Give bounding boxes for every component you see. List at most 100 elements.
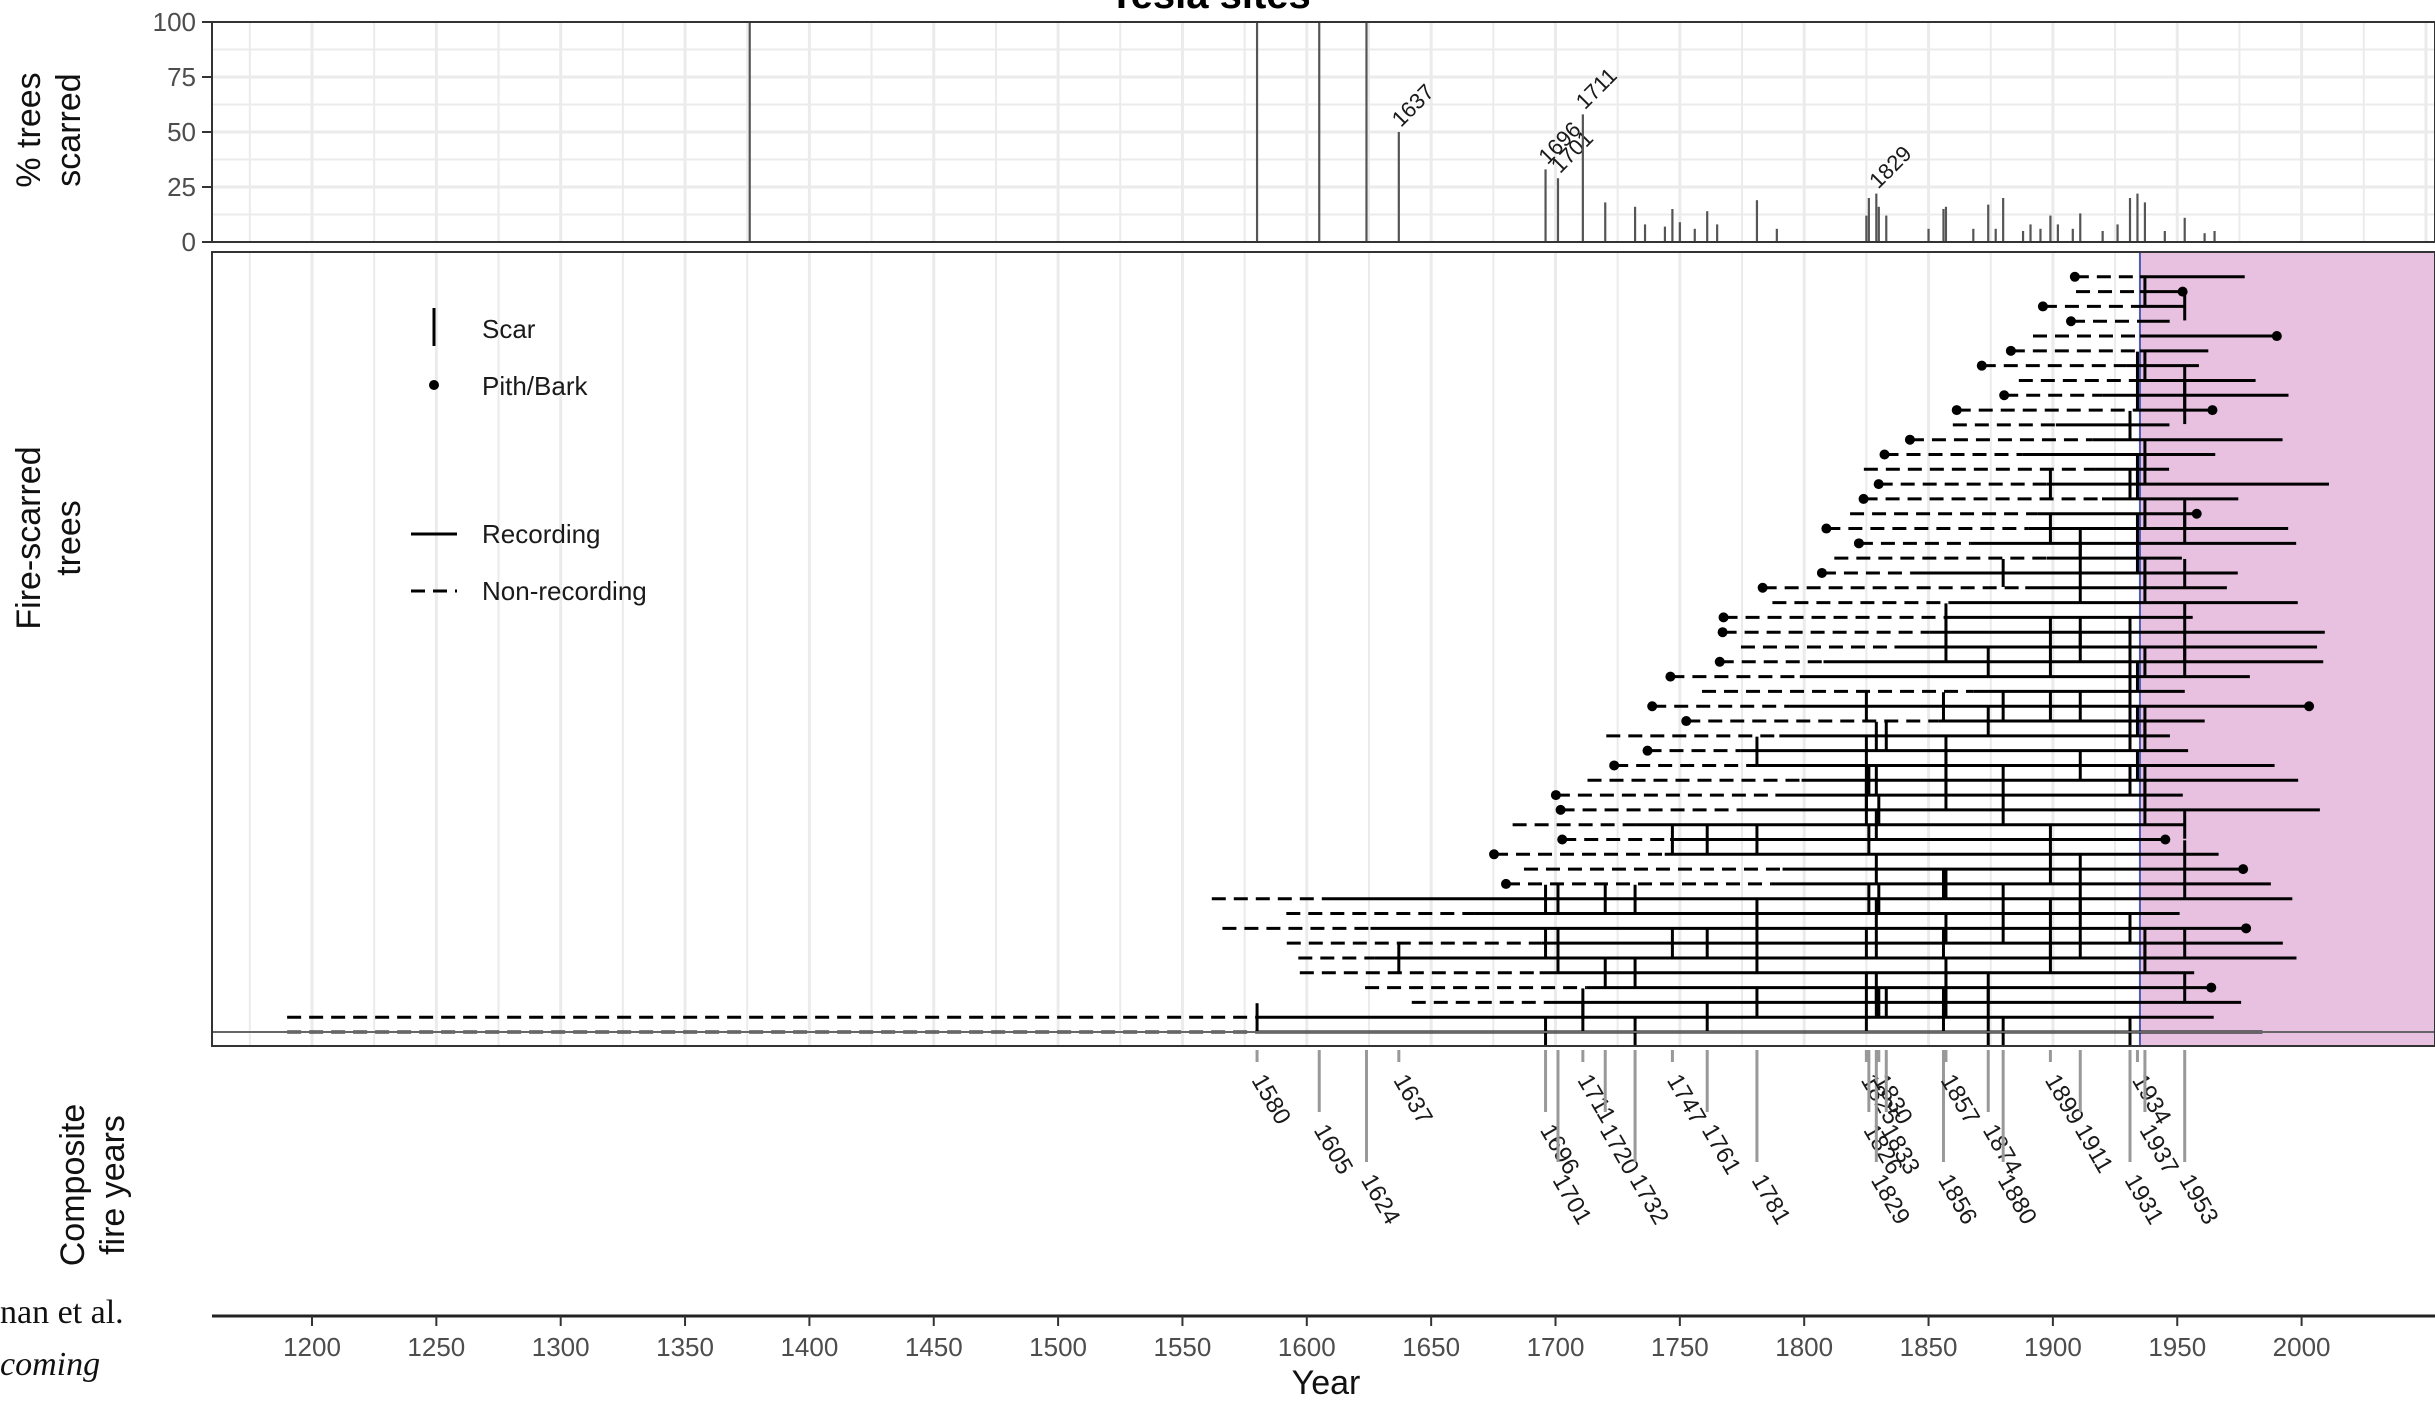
bark-marker xyxy=(2191,508,2202,519)
pith-marker xyxy=(1718,612,1729,623)
pith-marker xyxy=(1665,671,1676,682)
composite-label-1701: 1701 xyxy=(1547,1170,1597,1230)
pith-marker xyxy=(1858,493,1869,504)
pith-marker xyxy=(1717,627,1728,638)
composite-label-1605: 1605 xyxy=(1308,1120,1358,1180)
composite-label-1781: 1781 xyxy=(1746,1170,1796,1230)
pith-marker xyxy=(1550,790,1561,801)
bark-marker xyxy=(2304,701,2315,712)
x-tick-label-1800: 1800 xyxy=(1775,1332,1833,1362)
x-tick-label-1450: 1450 xyxy=(905,1332,963,1362)
composite-label-1934: 1934 xyxy=(2126,1070,2176,1130)
y-tick-label-75: 75 xyxy=(167,62,196,92)
composite-label-1829: 1829 xyxy=(1865,1170,1915,1230)
top-y-title-line-2: scarred xyxy=(50,73,88,186)
middle-y-title-line-2: trees xyxy=(50,500,88,576)
x-tick-label-1200: 1200 xyxy=(283,1332,341,1362)
composite-label-1911: 1911 xyxy=(2069,1120,2118,1178)
x-tick-label-1950: 1950 xyxy=(2148,1332,2206,1362)
pith-marker xyxy=(1647,701,1658,712)
bottom-y-title-line-2: fire years xyxy=(94,1115,132,1255)
pith-marker xyxy=(2005,345,2016,356)
pith-marker xyxy=(1999,390,2010,401)
pith-marker xyxy=(1609,760,1620,771)
pith-marker xyxy=(1873,479,1884,490)
composite-label-1899: 1899 xyxy=(2039,1070,2089,1130)
x-tick-label-1550: 1550 xyxy=(1154,1332,1212,1362)
composite-label-1761: 1761 xyxy=(1696,1120,1746,1180)
y-tick-label-0: 0 xyxy=(182,227,196,257)
bottom-y-title-line-1: Composite xyxy=(54,1104,92,1267)
credit-line-1: nan et al. xyxy=(0,1294,124,1331)
x-tick-label-1900: 1900 xyxy=(2024,1332,2082,1362)
top-y-axis-title: % trees scarred xyxy=(10,72,88,187)
modern-period-highlight xyxy=(2139,252,2435,1046)
composite-label-1856: 1856 xyxy=(1932,1170,1982,1230)
legend-recording-label: Recording xyxy=(482,519,601,549)
pith-marker xyxy=(1821,523,1832,534)
chart-title: Tesla sites xyxy=(1109,0,1311,17)
axes: 1200 1250 1300 1350 1400 1450 1500 1550 1600 1650… xyxy=(153,7,2435,1362)
x-tick-label-1350: 1350 xyxy=(656,1332,714,1362)
pith-marker xyxy=(1681,716,1692,727)
composite-label-1624: 1624 xyxy=(1355,1170,1405,1230)
pith-marker xyxy=(1500,878,1511,889)
bark-marker xyxy=(2207,405,2218,416)
legend-scar-label: Scar xyxy=(482,314,536,344)
x-tick-label-2000: 2000 xyxy=(2273,1332,2331,1362)
legend-pith-bark-label: Pith/Bark xyxy=(482,371,588,401)
composite-label-1720: 1720 xyxy=(1594,1120,1644,1180)
middle-y-title-line-1: Fire-scarred xyxy=(10,446,48,629)
composite-label-1637: 1637 xyxy=(1388,1070,1438,1130)
pith-marker xyxy=(1642,745,1653,756)
middle-panel-border xyxy=(211,251,2435,1047)
pith-marker xyxy=(2069,271,2080,282)
y-tick-label-100: 100 xyxy=(153,7,196,37)
x-tick-label-1650: 1650 xyxy=(1402,1332,1460,1362)
pith-marker xyxy=(1757,582,1768,593)
middle-y-axis-title: Fire-scarred trees xyxy=(10,446,88,629)
pith-marker xyxy=(1816,567,1827,578)
x-tick-label-1850: 1850 xyxy=(1900,1332,1958,1362)
composite-label-1711: 1711 xyxy=(1572,1070,1621,1128)
bark-marker xyxy=(2241,923,2252,934)
pith-marker xyxy=(1879,449,1890,460)
pith-marker xyxy=(2065,316,2076,327)
credit-line-2: coming xyxy=(0,1346,101,1383)
pith-marker xyxy=(1951,405,1962,416)
pith-marker xyxy=(1976,360,1987,371)
composite-label-1953: 1953 xyxy=(2174,1170,2224,1230)
grid-lines xyxy=(212,22,2435,1046)
pith-marker xyxy=(2037,301,2048,312)
x-tick-label-1750: 1750 xyxy=(1651,1332,1709,1362)
composite-fire-years: 1580160516241637169617011711172017321747… xyxy=(1246,1050,2224,1229)
composite-label-1747: 1747 xyxy=(1661,1070,1711,1130)
bark-marker xyxy=(2206,982,2217,993)
pith-marker xyxy=(1714,656,1725,667)
composite-label-1880: 1880 xyxy=(1992,1170,2042,1230)
y-tick-label-50: 50 xyxy=(167,117,196,147)
bark-marker xyxy=(2238,864,2249,875)
pith-marker xyxy=(1904,434,1915,445)
x-tick-label-1700: 1700 xyxy=(1527,1332,1585,1362)
legend xyxy=(411,308,457,593)
composite-label-1732: 1732 xyxy=(1624,1170,1674,1230)
tree-records xyxy=(212,271,2435,1046)
pith-marker xyxy=(1557,834,1568,845)
x-axis-title: Year xyxy=(1292,1364,1361,1402)
legend-pith-glyph xyxy=(429,380,439,390)
composite-label-1580: 1580 xyxy=(1246,1070,1296,1130)
x-tick-label-1300: 1300 xyxy=(532,1332,590,1362)
bark-marker xyxy=(2160,834,2171,845)
bottom-y-axis-title: Composite fire years xyxy=(54,1104,132,1267)
x-tick-label-1500: 1500 xyxy=(1029,1332,1087,1362)
x-tick-label-1250: 1250 xyxy=(407,1332,465,1362)
pith-marker xyxy=(1555,804,1566,815)
highlight-region xyxy=(2138,251,2435,1047)
top-y-title-line-1: % trees xyxy=(10,72,48,187)
bark-marker xyxy=(2271,331,2282,342)
y-tick-label-25: 25 xyxy=(167,172,196,202)
pith-marker xyxy=(1853,538,1864,549)
